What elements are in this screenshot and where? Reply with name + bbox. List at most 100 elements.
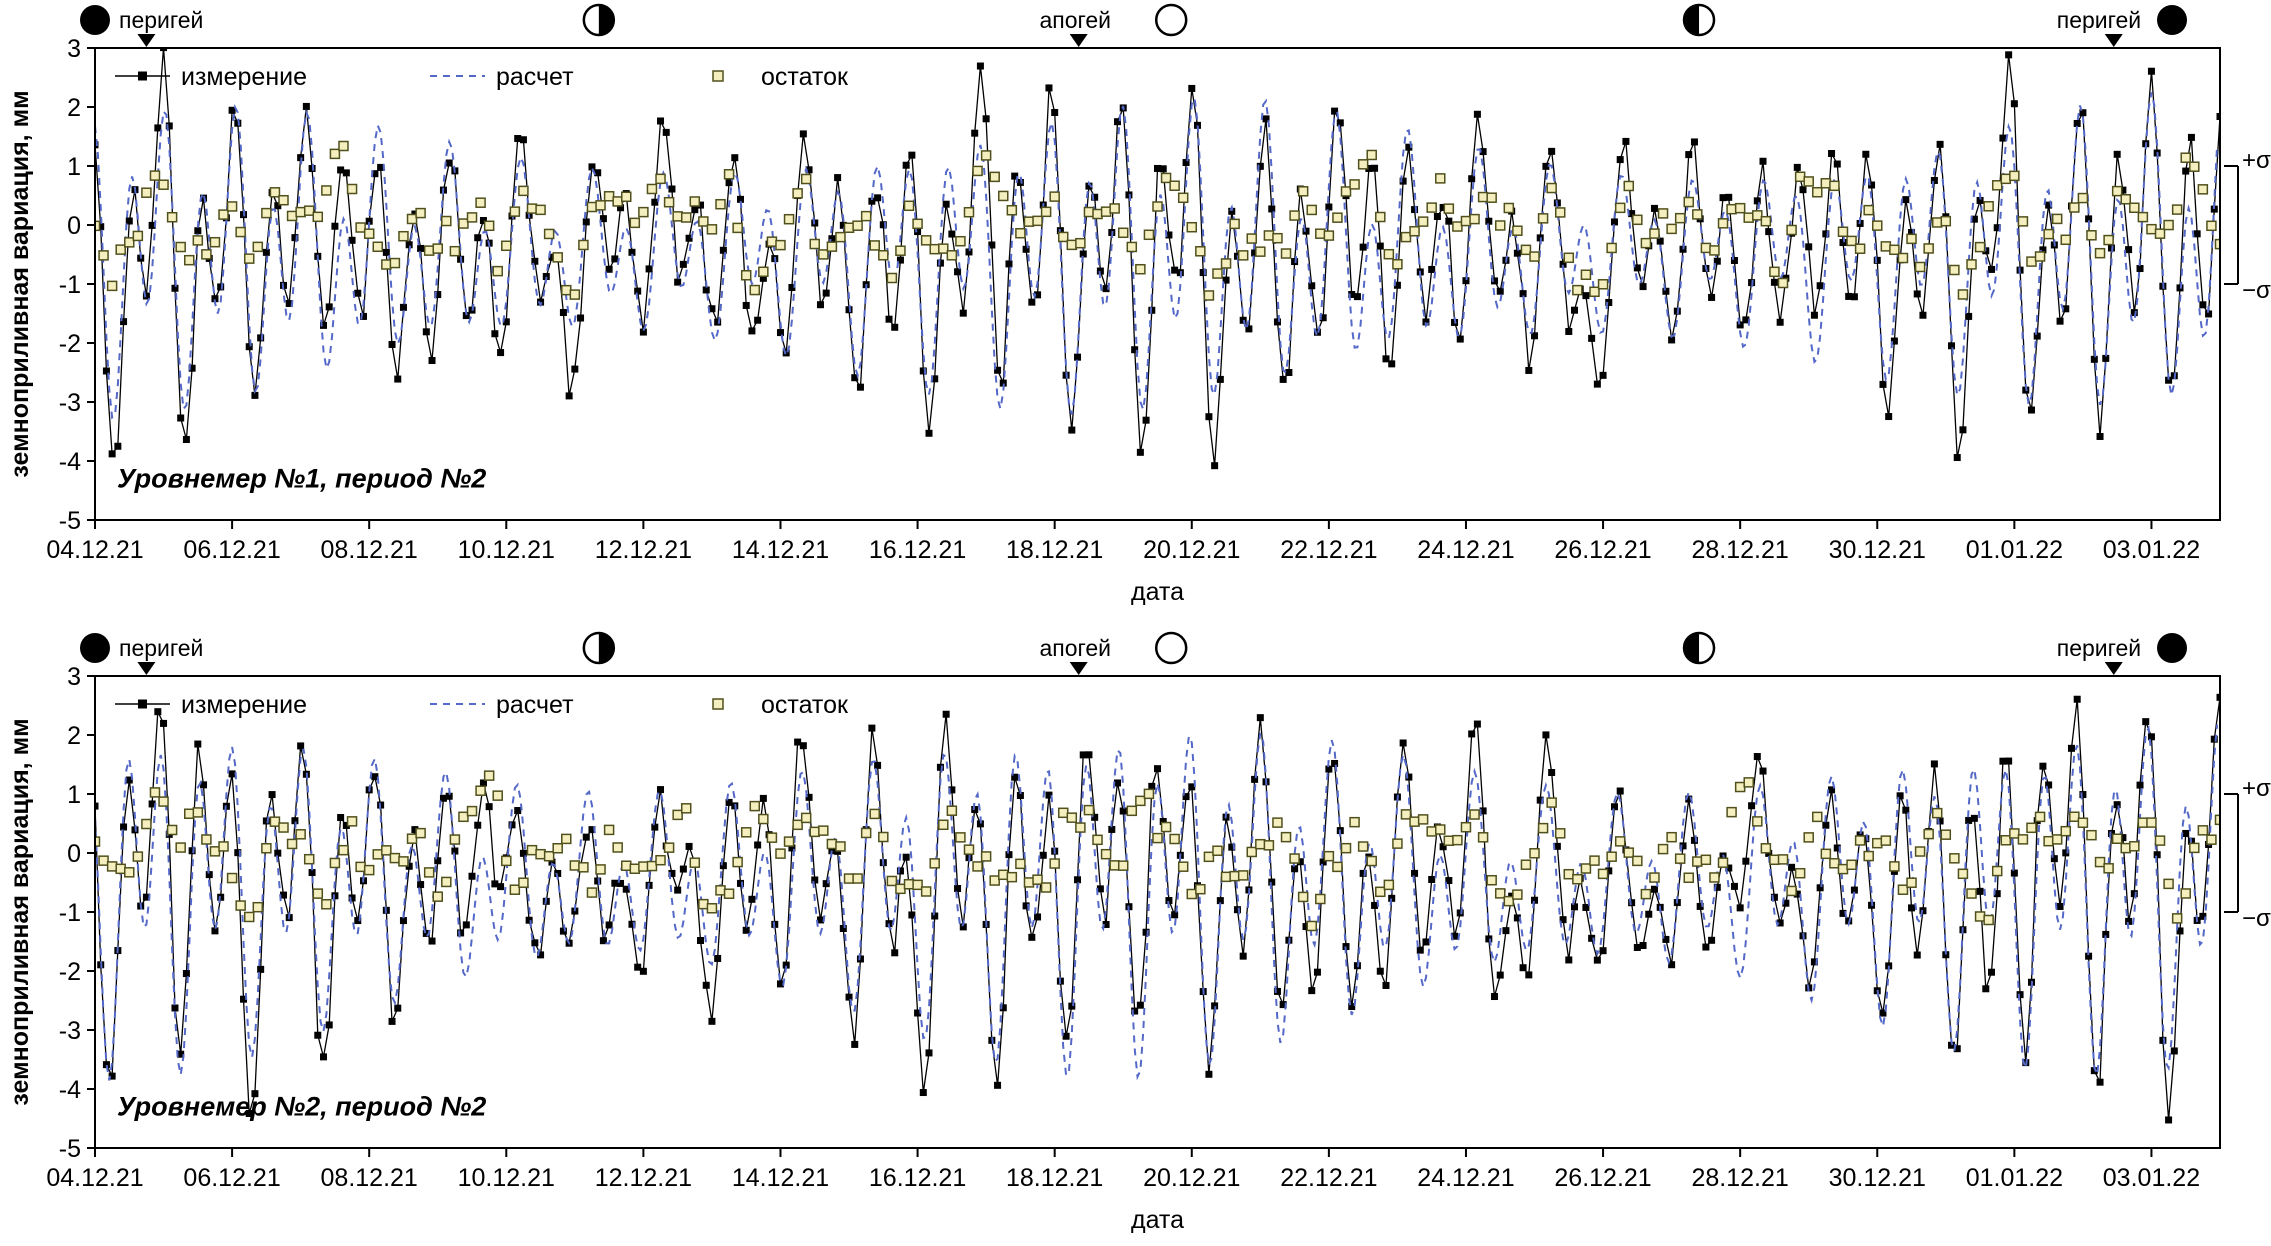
x-tick-label: 26.12.21	[1554, 1164, 1651, 1192]
legend-label: остаток	[761, 691, 849, 719]
new-moon-icon	[80, 633, 110, 663]
sigma-minus-label: −σ	[2242, 905, 2271, 932]
x-tick-label: 04.12.21	[46, 1164, 143, 1192]
apsis-marker-triangle	[2104, 662, 2123, 675]
tide-chart-2: 3 2 1 0 -1 -2 -3 -4 -5 04.12.21 06.12.21 08.12.21 10…	[0, 628, 2271, 1246]
apsis-label: перигей	[119, 7, 203, 33]
legend-label: остаток	[761, 63, 849, 91]
x-tick-label: 18.12.21	[1006, 1164, 1103, 1192]
y-tick-label: -4	[59, 448, 81, 476]
full-moon-icon	[1154, 3, 1188, 37]
new-moon-icon	[80, 5, 110, 35]
x-tick-label: 28.12.21	[1691, 536, 1788, 564]
legend-label: расчет	[496, 691, 574, 719]
y-tick-label: -1	[59, 271, 81, 299]
apsis-label: перигей	[2057, 7, 2141, 33]
sigma-bracket: +σ −σ	[2224, 775, 2271, 932]
x-tick-label: 06.12.21	[183, 1164, 280, 1192]
y-tick-label: 3	[67, 663, 81, 691]
sigma-plus-label: +σ	[2242, 147, 2271, 174]
x-tick-label: 08.12.21	[321, 1164, 418, 1192]
plot-border	[94, 47, 2221, 521]
x-tick-label: 28.12.21	[1691, 1164, 1788, 1192]
x-tick-label: 08.12.21	[321, 536, 418, 564]
legend: измерение расчет остаток	[115, 63, 849, 91]
apsis-marker-triangle	[2104, 34, 2123, 47]
apsis-label: перигей	[2057, 635, 2141, 661]
tide-chart-1: 3 2 1 0 -1 -2 -3 -4 -5 04.12.21 06.12.21 08.12.21 10…	[6, 3, 2271, 606]
lunar-annotations: перигей апогей перигей	[80, 631, 2188, 675]
x-tick-label: 24.12.21	[1417, 1164, 1514, 1192]
y-tick-label: -5	[59, 507, 81, 535]
series-residual	[96, 770, 2219, 932]
legend-label: расчет	[496, 63, 574, 91]
x-tick-label: 01.01.22	[1966, 1164, 2063, 1192]
legend-label: измерение	[181, 691, 307, 719]
y-axis-title: земноприливная вариация, мм	[6, 718, 34, 1105]
series-residual	[96, 140, 2219, 301]
y-tick-label: -3	[59, 389, 81, 417]
y-tick-label: 0	[67, 212, 81, 240]
apsis-marker-triangle	[137, 662, 156, 675]
y-tick-label: -1	[59, 899, 81, 927]
x-tick-label: 04.12.21	[46, 536, 143, 564]
sigma-minus-label: −σ	[2242, 277, 2271, 304]
series-layer	[96, 693, 2219, 1124]
new-moon-icon	[2157, 5, 2188, 35]
x-tick-label: 10.12.21	[458, 536, 555, 564]
y-tick-label: 1	[67, 781, 81, 809]
x-tick-label: 01.01.22	[1966, 536, 2063, 564]
new-moon-icon	[2157, 633, 2188, 663]
x-tick-label: 14.12.21	[732, 536, 829, 564]
y-tick-label: 2	[67, 722, 81, 750]
apsis-marker-triangle	[1069, 662, 1088, 675]
y-tick-label: 1	[67, 153, 81, 181]
y-tick-label: 3	[67, 35, 81, 63]
apsis-marker-triangle	[137, 34, 156, 47]
y-tick-label: 2	[67, 94, 81, 122]
legend-label: измерение	[181, 63, 307, 91]
x-tick-label: 06.12.21	[183, 536, 280, 564]
x-tick-label: 20.12.21	[1143, 1164, 1240, 1192]
plot-border	[94, 675, 2221, 1149]
x-tick-label: 16.12.21	[869, 536, 966, 564]
chart-inner-title: Уровнемер №2, период №2	[117, 1092, 486, 1122]
x-tick-label: 24.12.21	[1417, 536, 1514, 564]
x-tick-label: 18.12.21	[1006, 536, 1103, 564]
y-tick-label: -2	[59, 330, 81, 358]
x-tick-label: 14.12.21	[732, 1164, 829, 1192]
apsis-label: перигей	[119, 635, 203, 661]
apsis-marker-triangle	[1069, 34, 1088, 47]
series-layer	[96, 49, 2219, 470]
sigma-bracket: +σ −σ	[2224, 147, 2271, 304]
y-tick-label: 0	[67, 840, 81, 868]
x-tick-label: 16.12.21	[869, 1164, 966, 1192]
y-axis-title: земноприливная вариация, мм	[6, 90, 34, 477]
x-tick-label: 12.12.21	[595, 536, 692, 564]
y-tick-label: -5	[59, 1135, 81, 1163]
x-tick-label: 26.12.21	[1554, 536, 1651, 564]
x-tick-label: 22.12.21	[1280, 1164, 1377, 1192]
series-computed	[96, 724, 2219, 1081]
x-tick-label: 30.12.21	[1829, 1164, 1926, 1192]
full-moon-icon	[1154, 631, 1188, 665]
x-tick-label: 10.12.21	[458, 1164, 555, 1192]
x-tick-label: 12.12.21	[595, 1164, 692, 1192]
axes: 3 2 1 0 -1 -2 -3 -4 -504.12.21 06.12.21 08.12.21 10…	[46, 35, 2200, 564]
y-tick-label: -4	[59, 1076, 81, 1104]
x-tick-label: 30.12.21	[1829, 536, 1926, 564]
apsis-label: апогей	[1039, 7, 1111, 33]
x-tick-label: 20.12.21	[1143, 536, 1240, 564]
x-axis-title: дата	[1131, 1206, 1184, 1234]
y-tick-label: -3	[59, 1017, 81, 1045]
sigma-plus-label: +σ	[2242, 775, 2271, 802]
apsis-label: апогей	[1039, 635, 1111, 661]
y-tick-label: -2	[59, 958, 81, 986]
legend: измерение расчет остаток	[115, 691, 849, 719]
tide-chart-2-canvas: 3 2 1 0 -1 -2 -3 -4 -504.12.21 06.12.21 08.12.21 10…	[0, 628, 2271, 1246]
x-tick-label: 03.01.22	[2103, 536, 2200, 564]
x-tick-label: 22.12.21	[1280, 536, 1377, 564]
axes: 3 2 1 0 -1 -2 -3 -4 -504.12.21 06.12.21 08.12.21 10…	[46, 663, 2200, 1192]
chart-inner-title: Уровнемер №1, период №2	[117, 464, 486, 494]
